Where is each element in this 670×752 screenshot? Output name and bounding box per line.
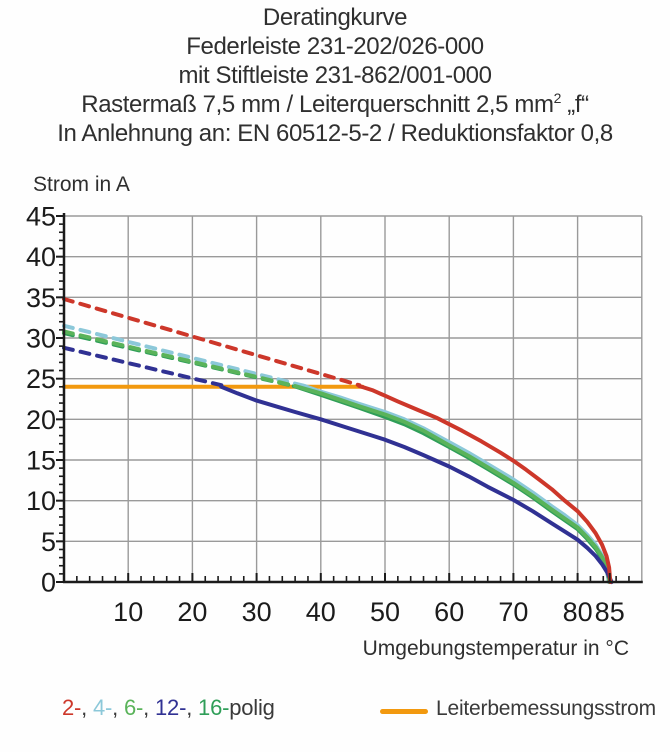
page-title: Deratingkurve <box>262 4 408 31</box>
x-tick-label: 85 <box>595 597 625 627</box>
x-tick-label: 60 <box>434 597 464 627</box>
y-tick-label: 25 <box>26 364 56 394</box>
legend-separator: , <box>186 695 199 720</box>
x-tick-label: 20 <box>177 597 207 627</box>
legend-pole-4-label: 4- <box>93 695 113 720</box>
legend-poles-suffix: polig <box>229 695 275 720</box>
x-tick-label: 40 <box>306 597 336 627</box>
legend-separator: , <box>81 695 93 720</box>
legend-pole-2-label: 2- <box>62 695 82 720</box>
y-tick-label: 5 <box>41 527 56 557</box>
curve-2-polig-dashed <box>62 297 362 388</box>
superscript-2: 2 <box>553 90 562 106</box>
curve-4-polig-dashed <box>62 323 307 388</box>
y-axis-label: Strom in A <box>33 173 130 196</box>
derating-chart-plot: 10 20 30 40 50 60 70 80 85 0 5 10 15 20 25 30 35 40 45 <box>26 202 643 627</box>
legend-separator: , <box>143 695 155 720</box>
curve-6-polig-dashed <box>62 329 298 388</box>
rated-current-line-swatch <box>380 709 428 714</box>
rated-current-label: Leiterbemessungsstrom <box>436 697 656 720</box>
y-tick-label: 0 <box>41 568 56 598</box>
x-tick-label: 10 <box>113 597 143 627</box>
title-stiftleiste: mit Stiftleiste 231-862/001-000 <box>178 62 492 89</box>
legend-pole-12-label: 12- <box>155 695 187 720</box>
legend-pole-6-label: 6- <box>124 695 144 720</box>
legend-poles: 2-, 4-, 6-, 12-, 16-polig <box>62 695 275 721</box>
x-tick-label: 50 <box>370 597 400 627</box>
y-tick-label: 30 <box>26 324 56 354</box>
title-norm: In Anlehnung an: EN 60512-5-2 / Reduktio… <box>57 120 613 147</box>
curve-12-polig <box>219 384 614 584</box>
x-axis-label: Umgebungstemperatur in °C <box>362 637 629 660</box>
y-tick-label: 35 <box>26 283 56 313</box>
title-rastermass: Rastermaß 7,5 mm / Leiterquerschnitt 2,5… <box>81 90 589 118</box>
title-federleiste: Federleiste 231-202/026-000 <box>186 33 484 60</box>
curve-16-polig <box>291 384 612 584</box>
x-tick-label: 80 <box>563 597 593 627</box>
y-tick-label: 40 <box>26 242 56 272</box>
y-tick-label: 10 <box>26 486 56 516</box>
curve-2-polig <box>357 384 613 584</box>
curve-4-polig <box>302 384 612 584</box>
x-tick-label: 70 <box>498 597 528 627</box>
y-tick-label: 15 <box>26 446 56 476</box>
x-tick-label: 30 <box>242 597 272 627</box>
legend-separator: , <box>112 695 124 720</box>
curve-12-polig-dashed <box>62 345 224 388</box>
y-tick-label: 20 <box>26 405 56 435</box>
chart-title-block: Deratingkurve Federleiste 231-202/026-00… <box>0 3 670 148</box>
y-tick-label: 45 <box>26 202 56 232</box>
curve-6-polig <box>293 384 612 584</box>
legend-pole-16-label: 16- <box>198 695 230 720</box>
